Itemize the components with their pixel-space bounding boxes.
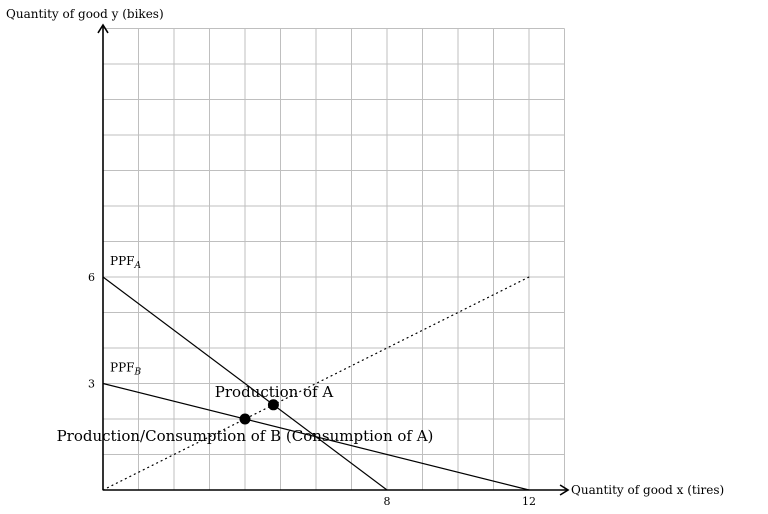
x-tick-label: 8 xyxy=(384,495,391,508)
series-layer xyxy=(102,276,530,491)
series-label: PPFA xyxy=(110,254,141,271)
y-tick-label: 3 xyxy=(88,378,95,391)
grid xyxy=(103,28,565,490)
point-label: Production/Consumption of B (Consumption… xyxy=(57,427,434,445)
y-axis-label: Quantity of good y (bikes) xyxy=(6,7,164,21)
series-line-ppf-a xyxy=(102,276,388,491)
series-line-ppf-b xyxy=(102,382,530,491)
data-point xyxy=(267,399,279,411)
labels: Quantity of good y (bikes) Quantity of go… xyxy=(6,7,724,508)
points-layer xyxy=(239,399,279,425)
x-axis-arrow-icon xyxy=(559,484,570,496)
x-axis-label: Quantity of good x (tires) xyxy=(571,483,724,497)
series-label: PPFB xyxy=(110,361,141,378)
x-tick-label: 12 xyxy=(522,495,536,508)
y-tick-label: 6 xyxy=(88,271,95,284)
data-point xyxy=(239,413,251,425)
axes xyxy=(97,23,570,496)
point-label: Production of A xyxy=(215,383,334,401)
y-axis-arrow-icon xyxy=(97,23,109,34)
